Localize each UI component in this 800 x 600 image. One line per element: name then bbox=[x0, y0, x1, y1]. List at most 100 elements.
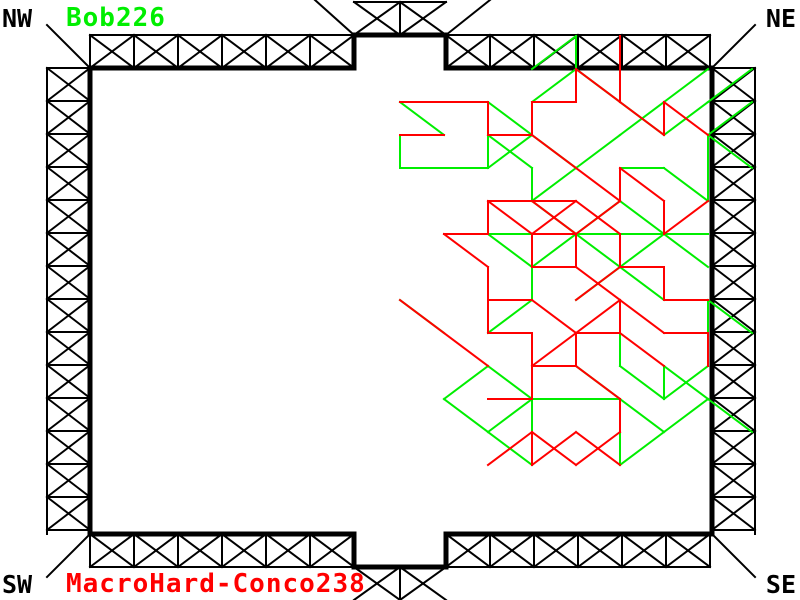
wall-brace bbox=[710, 198, 757, 235]
green-move-line bbox=[662, 67, 710, 104]
green-move-line bbox=[662, 166, 710, 203]
wall-brace bbox=[45, 66, 92, 103]
wall-brace bbox=[352, 565, 402, 600]
green-move-line bbox=[530, 67, 578, 104]
wall-brace bbox=[710, 429, 757, 466]
red-move-line bbox=[662, 199, 710, 236]
green-move-line bbox=[706, 298, 754, 335]
red-move-line bbox=[486, 430, 534, 467]
wall-brace bbox=[576, 532, 624, 569]
red-move-line bbox=[442, 232, 490, 269]
wall-brace bbox=[710, 363, 757, 400]
player-name-top: Bob226 bbox=[66, 3, 166, 33]
wall-brace bbox=[664, 532, 712, 569]
wall-brace bbox=[45, 495, 92, 532]
red-move-line bbox=[574, 430, 622, 467]
green-move-line bbox=[706, 67, 754, 104]
green-move-line bbox=[574, 232, 622, 269]
green-move-line bbox=[618, 430, 666, 467]
wall-brace bbox=[45, 462, 92, 499]
wall-brace bbox=[176, 33, 224, 70]
frame-walls bbox=[45, 0, 757, 600]
green-move-line bbox=[486, 100, 534, 137]
red-move-line bbox=[398, 298, 490, 368]
wall-brace bbox=[664, 33, 712, 70]
wall-brace bbox=[620, 532, 668, 569]
wall-brace bbox=[45, 198, 92, 235]
green-move-line bbox=[618, 199, 666, 236]
wall-brace bbox=[132, 33, 180, 70]
green-move-line bbox=[530, 232, 578, 269]
green-move-line bbox=[442, 397, 490, 434]
wall-brace bbox=[576, 33, 624, 70]
green-move-line bbox=[706, 397, 754, 434]
wall-brace bbox=[45, 396, 92, 433]
corner-label-se: SE bbox=[765, 570, 796, 599]
wall-brace bbox=[352, 0, 402, 37]
wall-brace bbox=[710, 462, 757, 499]
wall-brace bbox=[710, 99, 757, 136]
wall-brace bbox=[710, 132, 757, 169]
green-move-line bbox=[398, 100, 446, 137]
red-move-line bbox=[662, 100, 710, 137]
wall-brace bbox=[45, 99, 92, 136]
corner-brace bbox=[710, 23, 757, 70]
wall-brace bbox=[398, 565, 448, 600]
corner-brace bbox=[45, 532, 92, 579]
red-move-line bbox=[618, 166, 666, 203]
wall-brace bbox=[45, 297, 92, 334]
wall-brace bbox=[710, 231, 757, 268]
wall-brace bbox=[710, 297, 757, 334]
green-move-line bbox=[662, 232, 710, 269]
green-move-line bbox=[662, 364, 710, 401]
green-move-line bbox=[706, 100, 754, 137]
green-move-line bbox=[486, 364, 534, 401]
wall-brace bbox=[220, 33, 268, 70]
red-move-line bbox=[574, 364, 622, 401]
red-move-line bbox=[530, 298, 622, 368]
goal-brace bbox=[444, 0, 492, 37]
wall-brace bbox=[308, 33, 356, 70]
green-move-line bbox=[442, 364, 490, 401]
wall-brace bbox=[488, 33, 536, 70]
wall-brace bbox=[264, 532, 312, 569]
red-move-line bbox=[530, 199, 578, 236]
wall-brace bbox=[45, 429, 92, 466]
red-move-line bbox=[618, 298, 666, 335]
wall-brace bbox=[444, 532, 492, 569]
wall-brace bbox=[45, 165, 92, 202]
corner-label-sw: SW bbox=[2, 570, 33, 599]
wall-brace bbox=[88, 33, 136, 70]
wall-brace bbox=[308, 532, 356, 569]
wall-brace bbox=[88, 532, 136, 569]
green-move-line bbox=[618, 397, 666, 434]
red-move-line bbox=[574, 67, 622, 104]
green-move-line bbox=[486, 397, 534, 434]
green-move-line bbox=[530, 34, 578, 71]
wall-brace bbox=[176, 532, 224, 569]
goal-brace bbox=[313, 0, 356, 37]
wall-brace bbox=[45, 363, 92, 400]
wall-brace bbox=[45, 330, 92, 367]
wall-brace bbox=[710, 165, 757, 202]
wall-brace bbox=[220, 532, 268, 569]
wall-brace bbox=[398, 0, 448, 37]
wall-brace bbox=[488, 532, 536, 569]
corner-label-ne: NE bbox=[765, 4, 796, 33]
wall-brace bbox=[45, 264, 92, 301]
player-name-bottom: MacroHard-Conco238 bbox=[66, 569, 366, 599]
red-move-line bbox=[574, 265, 622, 302]
corner-brace bbox=[710, 532, 757, 579]
wall-brace bbox=[710, 396, 757, 433]
corner-label-nw: NW bbox=[2, 4, 33, 33]
green-move-line bbox=[662, 397, 710, 434]
wall-brace bbox=[620, 33, 668, 70]
red-move-line bbox=[618, 331, 666, 368]
wall-brace bbox=[132, 532, 180, 569]
green-move-line bbox=[486, 133, 534, 170]
green-move-line bbox=[618, 232, 666, 269]
wall-brace bbox=[444, 33, 492, 70]
green-move-line bbox=[574, 133, 622, 170]
